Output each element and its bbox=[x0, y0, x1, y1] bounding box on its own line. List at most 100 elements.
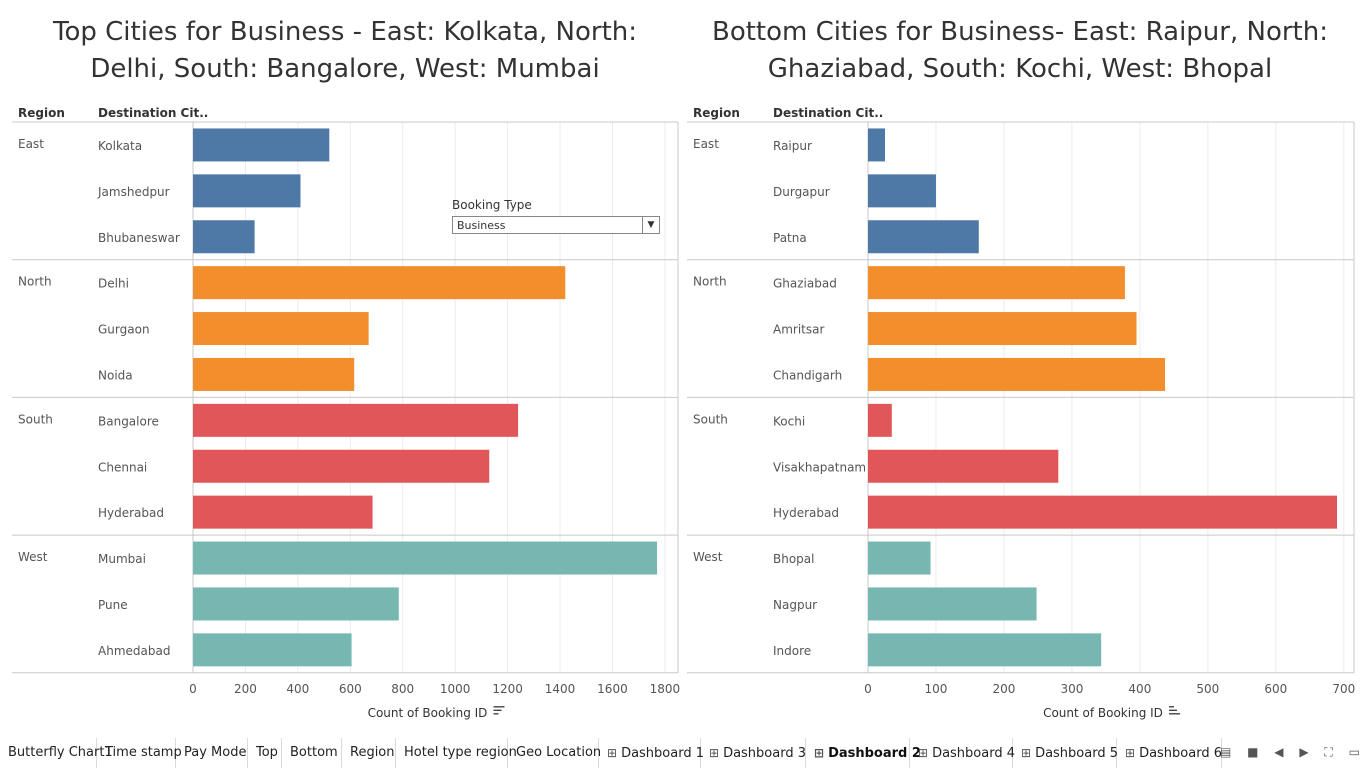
sheet-tab-hotel-type-region[interactable]: Hotel type region bbox=[396, 738, 517, 768]
city-label: Gurgaon bbox=[98, 323, 150, 337]
bar bbox=[193, 357, 355, 391]
region-column-header: Region bbox=[693, 106, 740, 120]
city-label: Bhopal bbox=[773, 552, 814, 566]
x-tick-label: 300 bbox=[1060, 682, 1083, 696]
bar bbox=[868, 266, 1125, 300]
sheet-tab-dashboard-4[interactable]: ⊞ Dashboard 4 bbox=[910, 738, 1015, 768]
sheet-tab-label: Dashboard 3 bbox=[723, 746, 806, 761]
city-label: Ahmedabad bbox=[98, 644, 170, 658]
sheet-tab-top[interactable]: Top bbox=[248, 738, 282, 768]
bar bbox=[193, 587, 399, 621]
sheet-tab-dashboard-1[interactable]: ⊞ Dashboard 1 bbox=[599, 738, 704, 768]
city-label: Patna bbox=[773, 231, 807, 245]
filmstrip-icon[interactable]: ▤ bbox=[1219, 745, 1232, 759]
city-label: Delhi bbox=[98, 277, 129, 291]
sheet-tab-geo-location[interactable]: Geo Location bbox=[508, 738, 602, 768]
sheet-tab-label: Pay Mode bbox=[184, 745, 247, 760]
sheet-tab-butterfly-chart1[interactable]: Butterfly Chart1 bbox=[0, 738, 113, 768]
bar bbox=[193, 128, 330, 162]
region-label: South bbox=[18, 412, 53, 426]
city-label: Hyderabad bbox=[98, 506, 164, 520]
bar bbox=[868, 449, 1059, 483]
city-label: Visakhapatnam bbox=[773, 460, 866, 474]
previous-sheet-icon[interactable]: ◀ bbox=[1274, 745, 1284, 759]
bar bbox=[193, 495, 373, 529]
sheet-tab-label: Bottom bbox=[290, 745, 338, 760]
bar bbox=[193, 633, 352, 667]
chevron-down-icon[interactable]: ▼ bbox=[642, 216, 659, 234]
sheet-tab-bottom[interactable]: Bottom bbox=[282, 738, 342, 768]
city-label: Indore bbox=[773, 644, 811, 658]
sheet-tab-label: Butterfly Chart1 bbox=[8, 745, 113, 760]
city-label: Noida bbox=[98, 368, 133, 382]
bar bbox=[868, 312, 1137, 346]
x-tick-label: 700 bbox=[1332, 682, 1355, 696]
sheet-tab-dashboard-6[interactable]: ⊞ Dashboard 6 bbox=[1117, 738, 1222, 768]
grid-view-icon[interactable]: ■ bbox=[1247, 745, 1259, 759]
sheet-tab-label: Hotel type region bbox=[404, 745, 517, 760]
sheet-tab-label: Dashboard 5 bbox=[1035, 746, 1118, 761]
x-tick-label: 1000 bbox=[440, 682, 471, 696]
bar bbox=[193, 403, 519, 437]
region-label: West bbox=[18, 550, 48, 564]
sheet-tab-label: Region bbox=[350, 745, 395, 760]
bar bbox=[868, 541, 931, 575]
sheet-tab-dashboard-2[interactable]: ⊞ Dashboard 2 bbox=[806, 738, 921, 768]
x-tick-label: 0 bbox=[864, 682, 872, 696]
region-label: South bbox=[693, 412, 728, 426]
bar bbox=[193, 449, 490, 483]
region-label: East bbox=[18, 137, 44, 151]
right-chart-title: Bottom Cities for Business- East: Raipur… bbox=[711, 17, 1328, 84]
sheet-tab-label: Dashboard 4 bbox=[932, 746, 1015, 761]
sheet-tab-pay-mode[interactable]: Pay Mode bbox=[176, 738, 248, 768]
city-label: Durgapur bbox=[773, 185, 830, 199]
sheet-tab-label: Top bbox=[256, 745, 278, 760]
booking-type-dropdown[interactable]: Business ▼ bbox=[452, 216, 660, 234]
sheet-tab-label: Geo Location bbox=[516, 745, 602, 760]
city-label: Amritsar bbox=[773, 323, 824, 337]
bar bbox=[868, 220, 979, 254]
x-tick-label: 500 bbox=[1196, 682, 1219, 696]
dashboard-icon: ⊞ bbox=[1021, 746, 1032, 760]
x-tick-label: 0 bbox=[189, 682, 197, 696]
x-tick-label: 400 bbox=[1128, 682, 1151, 696]
dashboard-icon: ⊞ bbox=[918, 746, 929, 760]
bar bbox=[868, 587, 1037, 621]
city-column-header: Destination Cit.. bbox=[773, 106, 883, 120]
sheet-navigation: ▤ ■ ◀ ▶ ⛶ ▭ bbox=[1208, 745, 1360, 760]
city-label: Kolkata bbox=[98, 139, 142, 153]
region-label: North bbox=[18, 275, 52, 289]
x-tick-label: 200 bbox=[992, 682, 1015, 696]
booking-type-filter: Booking Type Business ▼ bbox=[452, 198, 660, 234]
dashboard-icon: ⊞ bbox=[814, 746, 825, 760]
city-label: Kochi bbox=[773, 414, 805, 428]
dashboard-icon: ⊞ bbox=[607, 746, 618, 760]
sheet-tab-dashboard-3[interactable]: ⊞ Dashboard 3 bbox=[701, 738, 806, 768]
x-axis-title: Count of Booking ID bbox=[368, 706, 488, 720]
sheet-tab-time-stamp[interactable]: Time stamp bbox=[97, 738, 182, 768]
charts-canvas: Region Destination Cit.. East Kolkata Jamshe… bbox=[12, 106, 1355, 720]
sheet-tab-label: Dashboard 6 bbox=[1139, 746, 1222, 761]
left-chart-title: Top Cities for Business - East: Kolkata,… bbox=[53, 17, 637, 84]
sheet-tab-dashboard-5[interactable]: ⊞ Dashboard 5 bbox=[1013, 738, 1118, 768]
sheet-tab-region[interactable]: Region bbox=[342, 738, 396, 768]
city-label: Raipur bbox=[773, 139, 812, 153]
city-label: Hyderabad bbox=[773, 506, 839, 520]
sheet-tab-label: Dashboard 2 bbox=[828, 746, 921, 761]
bar bbox=[193, 220, 255, 254]
x-tick-label: 1600 bbox=[597, 682, 628, 696]
next-sheet-icon[interactable]: ▶ bbox=[1299, 745, 1309, 759]
city-label: Ghaziabad bbox=[773, 277, 837, 291]
region-column-header: Region bbox=[18, 106, 65, 120]
region-label: East bbox=[693, 137, 719, 151]
x-axis-title: Count of Booking ID bbox=[1043, 706, 1163, 720]
booking-type-value: Business bbox=[457, 219, 506, 232]
fullscreen-icon[interactable]: ⛶ bbox=[1324, 745, 1333, 759]
city-label: Bhubaneswar bbox=[98, 231, 180, 245]
x-tick-label: 200 bbox=[234, 682, 257, 696]
presentation-icon[interactable]: ▭ bbox=[1348, 745, 1360, 759]
booking-type-label: Booking Type bbox=[452, 198, 532, 212]
dashboard-icon: ⊞ bbox=[1125, 746, 1136, 760]
region-label: North bbox=[693, 275, 727, 289]
city-label: Pune bbox=[98, 598, 128, 612]
